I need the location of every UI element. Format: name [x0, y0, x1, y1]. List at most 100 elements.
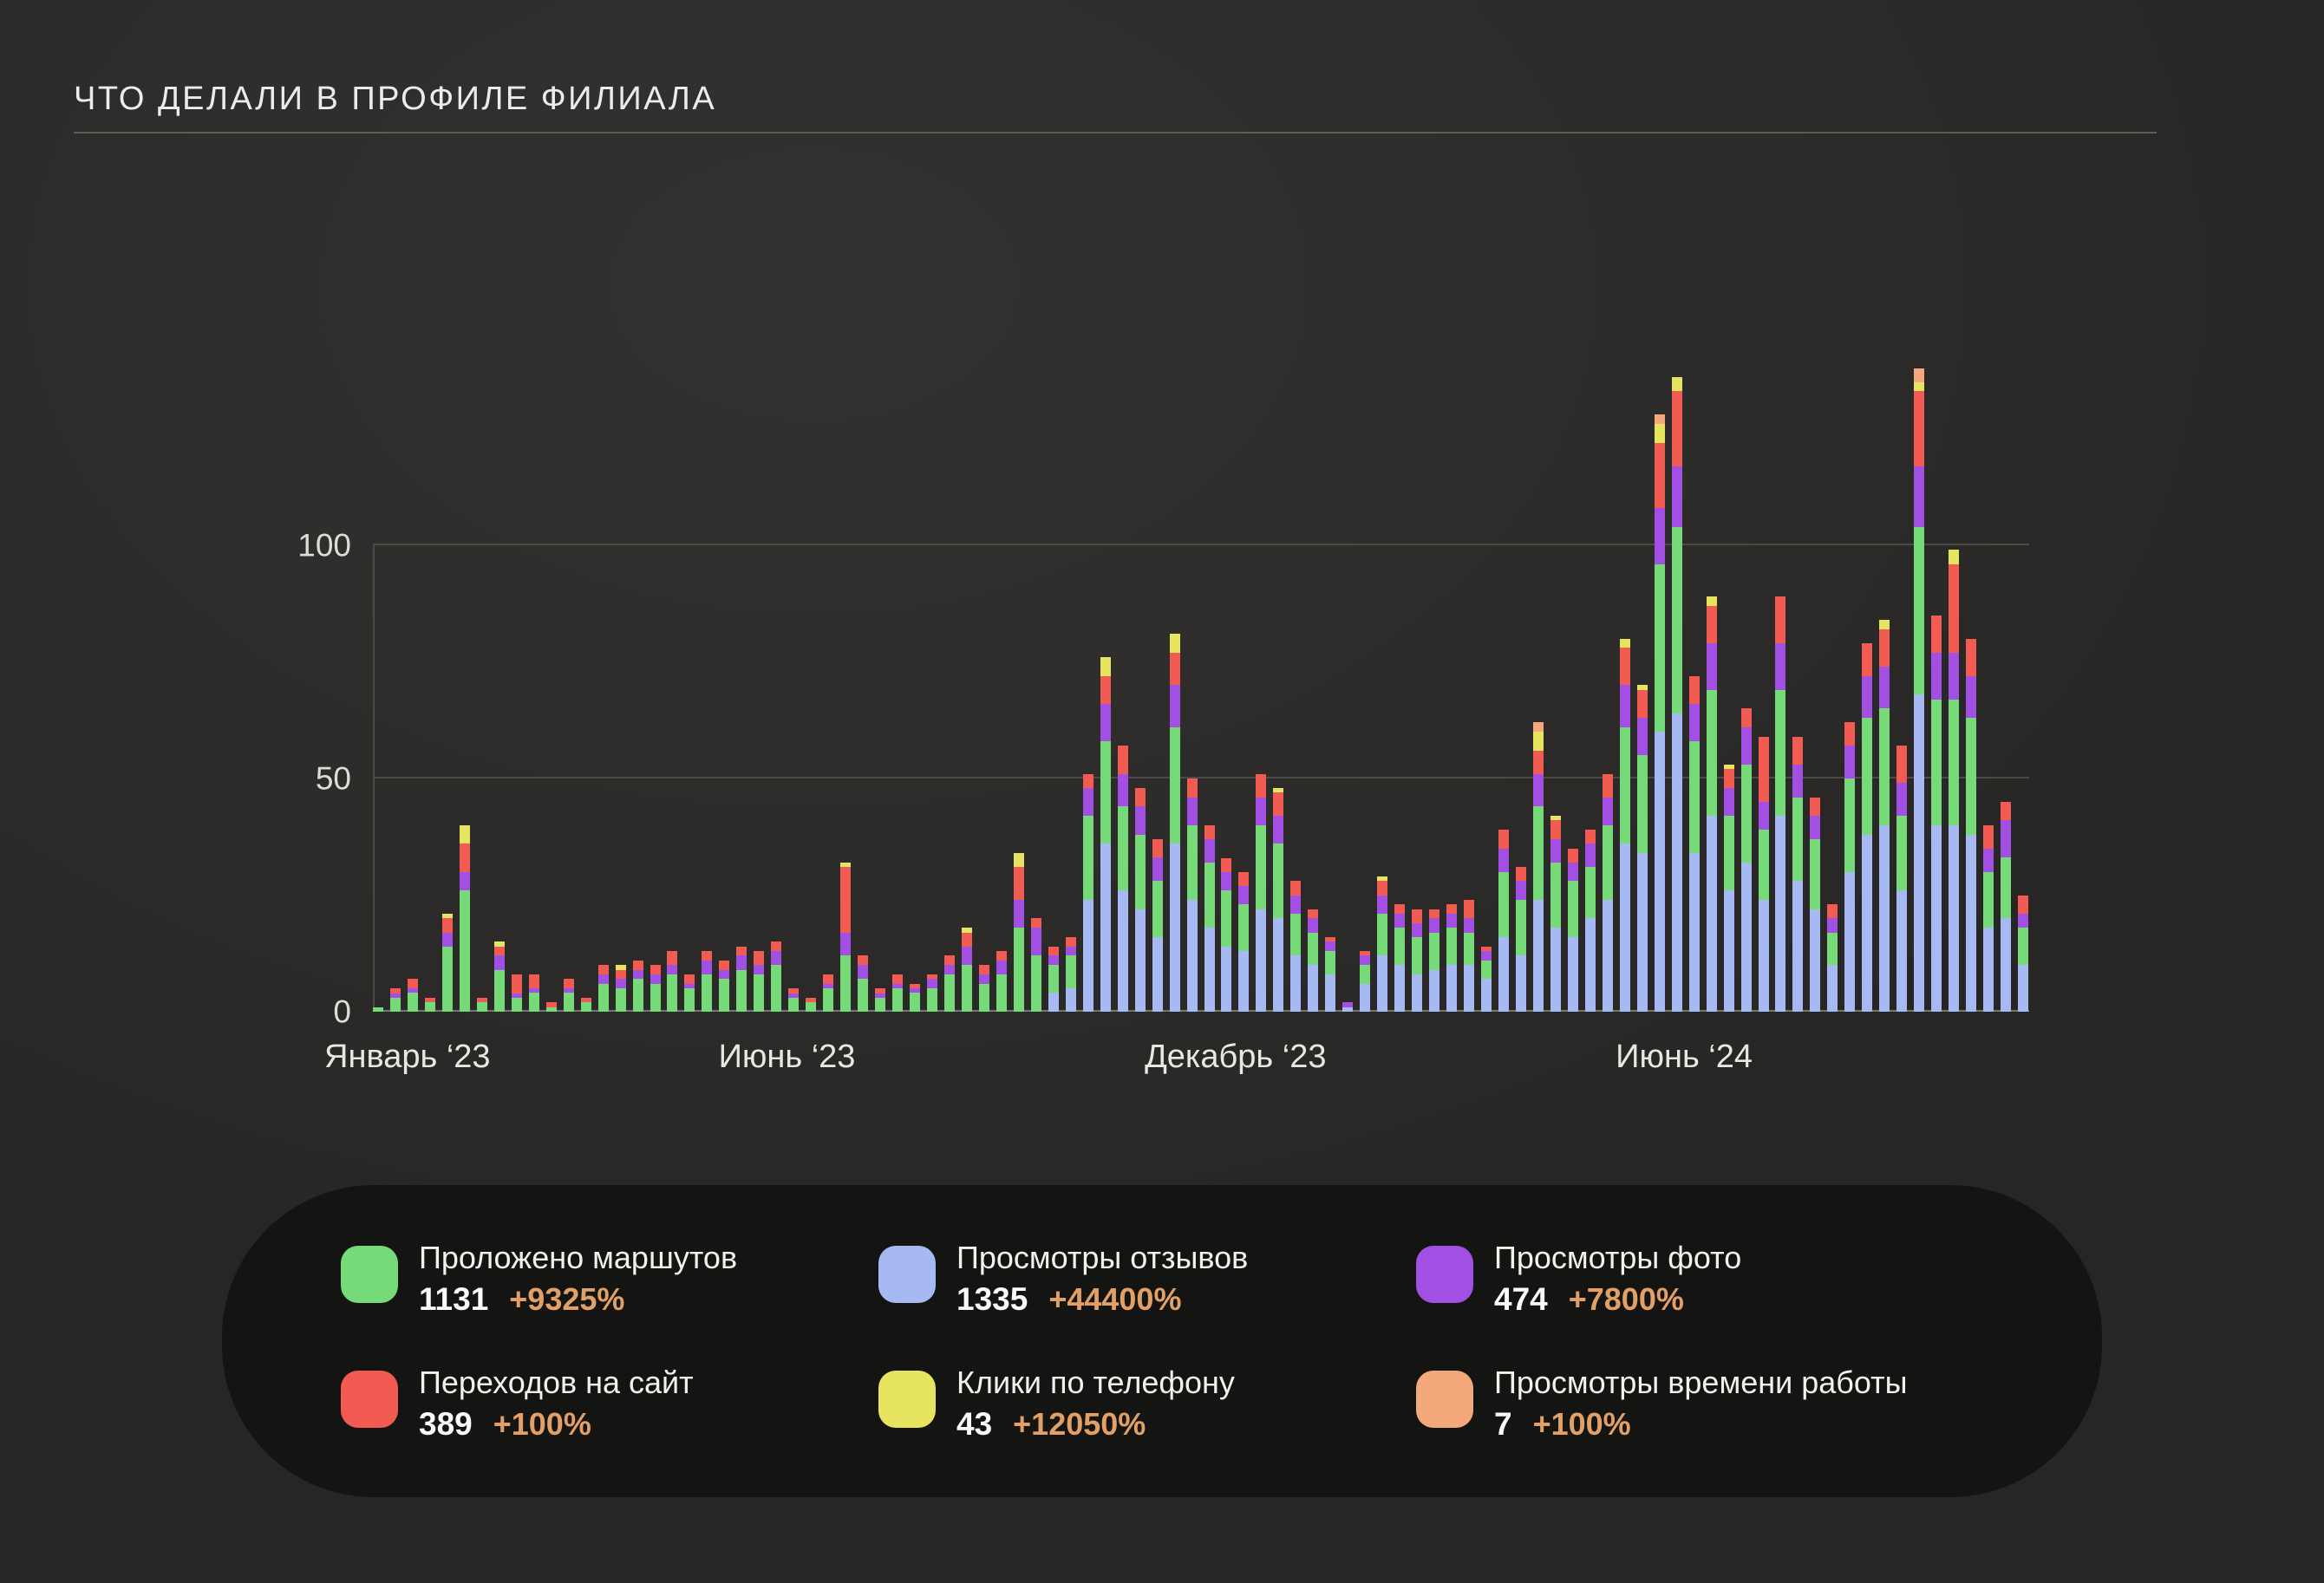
stacked-bar[interactable]	[754, 951, 765, 1012]
stacked-bar[interactable]	[1775, 596, 1786, 1012]
stacked-bar[interactable]	[424, 997, 435, 1012]
stacked-bar[interactable]	[1619, 638, 1630, 1012]
reviews-segment	[1308, 965, 1319, 1012]
stacked-bar[interactable]	[1810, 797, 1821, 1012]
stacked-bar[interactable]	[927, 974, 937, 1012]
stacked-bar[interactable]	[1792, 736, 1804, 1012]
stacked-bar[interactable]	[1740, 708, 1752, 1012]
stacked-bar[interactable]	[684, 974, 695, 1012]
stacked-bar[interactable]	[1342, 1002, 1354, 1012]
stacked-bar[interactable]	[1065, 936, 1076, 1012]
stacked-bar[interactable]	[702, 951, 713, 1012]
stacked-bar[interactable]	[1498, 830, 1509, 1012]
stacked-bar[interactable]	[1030, 918, 1041, 1012]
stacked-bar[interactable]	[459, 824, 470, 1012]
stacked-bar[interactable]	[1602, 773, 1613, 1012]
stacked-bar[interactable]	[407, 979, 418, 1012]
stacked-bar[interactable]	[1879, 620, 1890, 1012]
stacked-bar[interactable]	[493, 941, 505, 1012]
stacked-bar[interactable]	[1446, 904, 1458, 1012]
stacked-bar[interactable]	[858, 955, 869, 1012]
stacked-bar[interactable]	[1256, 773, 1267, 1012]
stacked-bar[interactable]	[1584, 830, 1596, 1012]
stacked-bar[interactable]	[943, 955, 955, 1012]
stacked-bar[interactable]	[2001, 801, 2012, 1012]
stacked-bar[interactable]	[875, 988, 886, 1012]
stacked-bar[interactable]	[615, 965, 626, 1012]
stacked-bar[interactable]	[441, 914, 453, 1012]
stacked-bar[interactable]	[1464, 899, 1475, 1012]
stacked-bar[interactable]	[1654, 414, 1665, 1012]
stacked-bar[interactable]	[580, 997, 591, 1012]
stacked-bar[interactable]	[1377, 876, 1388, 1012]
stacked-bar[interactable]	[823, 974, 834, 1012]
stacked-bar[interactable]	[1394, 904, 1406, 1012]
stacked-bar[interactable]	[1134, 787, 1146, 1012]
stacked-bar[interactable]	[1204, 824, 1215, 1012]
stacked-bar[interactable]	[1688, 675, 1700, 1012]
stacked-bar[interactable]	[1723, 764, 1734, 1012]
stacked-bar[interactable]	[1706, 596, 1717, 1012]
stacked-bar[interactable]	[1412, 909, 1423, 1012]
stacked-bar[interactable]	[1082, 773, 1093, 1012]
stacked-bar[interactable]	[978, 965, 989, 1012]
stacked-bar[interactable]	[1013, 853, 1024, 1012]
stacked-bar[interactable]	[1914, 368, 1925, 1012]
stacked-bar[interactable]	[545, 1002, 557, 1012]
stacked-bar[interactable]	[1567, 848, 1578, 1012]
reviews-segment	[1602, 899, 1613, 1012]
stacked-bar[interactable]	[996, 951, 1007, 1012]
site-segment	[1550, 820, 1561, 839]
stacked-bar[interactable]	[650, 965, 661, 1012]
stacked-bar[interactable]	[2018, 895, 2029, 1012]
stacked-bar[interactable]	[961, 928, 972, 1012]
stacked-bar[interactable]	[1949, 550, 1960, 1012]
stacked-bar[interactable]	[1238, 871, 1250, 1012]
stacked-bar[interactable]	[528, 974, 539, 1012]
stacked-bar[interactable]	[597, 965, 609, 1012]
stacked-bar[interactable]	[910, 983, 921, 1012]
stacked-bar[interactable]	[1844, 722, 1856, 1012]
stacked-bar[interactable]	[1290, 881, 1302, 1012]
stacked-bar[interactable]	[1186, 778, 1198, 1012]
stacked-bar[interactable]	[1360, 951, 1371, 1012]
stacked-bar[interactable]	[892, 974, 904, 1012]
stacked-bar[interactable]	[1325, 936, 1336, 1012]
stacked-bar[interactable]	[1966, 638, 1977, 1012]
stacked-bar[interactable]	[1671, 377, 1682, 1012]
stacked-bar[interactable]	[1896, 746, 1908, 1012]
stacked-bar[interactable]	[1481, 946, 1492, 1012]
stacked-bar[interactable]	[1827, 904, 1838, 1012]
stacked-bar[interactable]	[1273, 787, 1284, 1012]
stacked-bar[interactable]	[389, 988, 401, 1012]
stacked-bar[interactable]	[511, 974, 522, 1012]
stacked-bar[interactable]	[1100, 657, 1111, 1012]
stacked-bar[interactable]	[1983, 824, 1994, 1012]
stacked-bar[interactable]	[1862, 643, 1873, 1012]
stacked-bar[interactable]	[1931, 615, 1942, 1012]
stacked-bar[interactable]	[1048, 946, 1059, 1012]
stacked-bar[interactable]	[1117, 746, 1128, 1012]
stacked-bar[interactable]	[1169, 634, 1180, 1012]
stacked-bar[interactable]	[667, 951, 678, 1012]
stacked-bar[interactable]	[1550, 816, 1561, 1012]
stacked-bar[interactable]	[1636, 685, 1648, 1012]
stacked-bar[interactable]	[788, 988, 800, 1012]
stacked-bar[interactable]	[736, 946, 747, 1012]
stacked-bar[interactable]	[1308, 909, 1319, 1012]
stacked-bar[interactable]	[632, 960, 643, 1012]
stacked-bar[interactable]	[771, 941, 782, 1012]
stacked-bar[interactable]	[1758, 736, 1769, 1012]
stacked-bar[interactable]	[1532, 722, 1544, 1012]
stacked-bar[interactable]	[476, 997, 487, 1012]
routes-segment	[511, 997, 522, 1012]
stacked-bar[interactable]	[719, 960, 730, 1012]
stacked-bar[interactable]	[1152, 838, 1163, 1012]
stacked-bar[interactable]	[806, 997, 817, 1012]
stacked-bar[interactable]	[840, 862, 852, 1012]
stacked-bar[interactable]	[563, 979, 574, 1012]
stacked-bar[interactable]	[1515, 867, 1526, 1012]
stacked-bar[interactable]	[373, 1006, 383, 1012]
stacked-bar[interactable]	[1221, 857, 1232, 1012]
stacked-bar[interactable]	[1429, 909, 1440, 1012]
